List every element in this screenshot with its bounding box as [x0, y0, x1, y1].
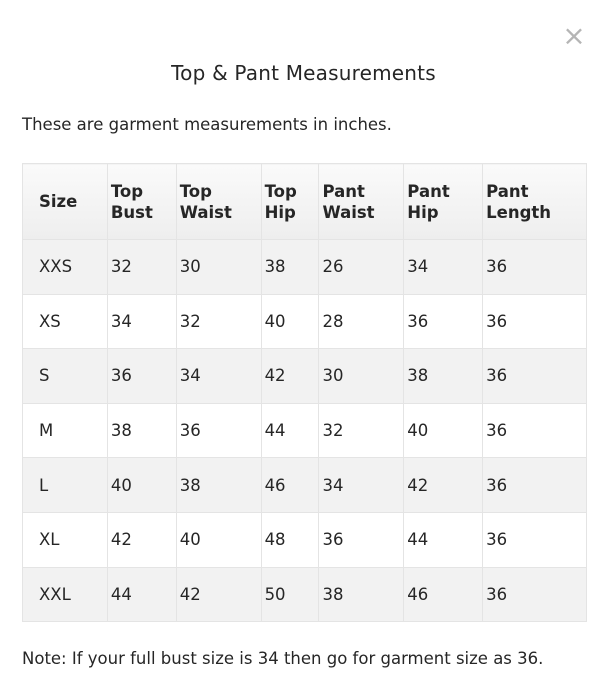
header-label: Length [486, 202, 552, 222]
table-cell: 36 [482, 239, 587, 295]
table-row: XXL 44 42 50 38 46 36 [22, 566, 587, 623]
table-row: L 40 38 46 34 42 36 [22, 457, 587, 513]
table-cell: 36 [106, 348, 177, 404]
size-cell: M [22, 402, 108, 459]
header-label: Waist [179, 202, 232, 222]
table-cell: 26 [318, 239, 405, 295]
table-cell: 40 [106, 457, 177, 513]
header-label: Pant [486, 181, 529, 201]
size-note: Note: If your full bust size is 34 then … [22, 649, 544, 668]
table-header-row: Size Top Bust Top Waist Top Hip Pant Wai… [22, 163, 587, 240]
table-cell: 46 [403, 566, 484, 623]
header-pant-length: Pant Length [482, 163, 587, 240]
table-cell: 40 [175, 511, 262, 568]
table-cell: 40 [403, 402, 484, 459]
header-top-hip: Top Hip [260, 163, 320, 240]
size-cell: XL [22, 511, 108, 568]
table-cell: 38 [318, 566, 405, 623]
table-cell: 34 [175, 348, 262, 404]
size-cell: XS [22, 293, 108, 350]
table-cell: 36 [318, 511, 405, 568]
size-cell: S [22, 348, 108, 404]
table-cell: 32 [318, 402, 405, 459]
table-cell: 36 [403, 293, 484, 350]
table-row: XS 34 32 40 28 36 36 [22, 293, 587, 350]
header-label: Top [264, 181, 297, 201]
intro-text: These are garment measurements in inches… [22, 115, 392, 134]
table-row: XL 42 40 48 36 44 36 [22, 511, 587, 568]
header-label: Waist [322, 202, 375, 222]
table-cell: 42 [260, 348, 320, 404]
table-cell: 42 [403, 457, 484, 513]
table-cell: 30 [318, 348, 405, 404]
table-cell: 34 [403, 239, 484, 295]
header-top-waist: Top Waist [175, 163, 262, 240]
table-cell: 32 [106, 239, 177, 295]
header-label: Pant [407, 181, 450, 201]
size-chart-table: Size Top Bust Top Waist Top Hip Pant Wai… [22, 163, 587, 623]
table-cell: 46 [260, 457, 320, 513]
table-row: S 36 34 42 30 38 36 [22, 348, 587, 404]
table-row: M 38 36 44 32 40 36 [22, 402, 587, 459]
table-cell: 36 [482, 348, 587, 404]
table-cell: 34 [106, 293, 177, 350]
header-size: Size [22, 163, 108, 240]
table-cell: 28 [318, 293, 405, 350]
table-cell: 48 [260, 511, 320, 568]
close-icon[interactable]: × [562, 19, 586, 52]
header-label: Bust [110, 202, 153, 222]
table-cell: 38 [403, 348, 484, 404]
modal-title: Top & Pant Measurements [171, 61, 436, 85]
table-cell: 34 [318, 457, 405, 513]
table-cell: 38 [106, 402, 177, 459]
table-cell: 40 [260, 293, 320, 350]
table-cell: 38 [260, 239, 320, 295]
header-pant-waist: Pant Waist [318, 163, 405, 240]
table-cell: 44 [260, 402, 320, 459]
header-label: Hip [264, 202, 296, 222]
table-cell: 36 [482, 457, 587, 513]
header-label: Top [179, 181, 212, 201]
size-cell: XXS [22, 239, 108, 295]
table-cell: 36 [482, 402, 587, 459]
table-row: XXS 32 30 38 26 34 36 [22, 239, 587, 295]
header-label: Hip [407, 202, 439, 222]
table-cell: 50 [260, 566, 320, 623]
table-cell: 36 [175, 402, 262, 459]
size-cell: L [22, 457, 108, 513]
table-cell: 36 [482, 566, 587, 623]
header-label: Pant [322, 181, 365, 201]
size-cell: XXL [22, 566, 108, 623]
table-cell: 42 [106, 511, 177, 568]
table-cell: 42 [175, 566, 262, 623]
header-top-bust: Top Bust [106, 163, 177, 240]
table-cell: 36 [482, 293, 587, 350]
table-cell: 30 [175, 239, 262, 295]
header-label: Top [110, 181, 144, 201]
header-pant-hip: Pant Hip [403, 163, 484, 240]
table-cell: 38 [175, 457, 262, 513]
table-cell: 36 [482, 511, 587, 568]
table-cell: 44 [403, 511, 484, 568]
table-cell: 44 [106, 566, 177, 623]
table-cell: 32 [175, 293, 262, 350]
header-label: Size [39, 192, 78, 211]
